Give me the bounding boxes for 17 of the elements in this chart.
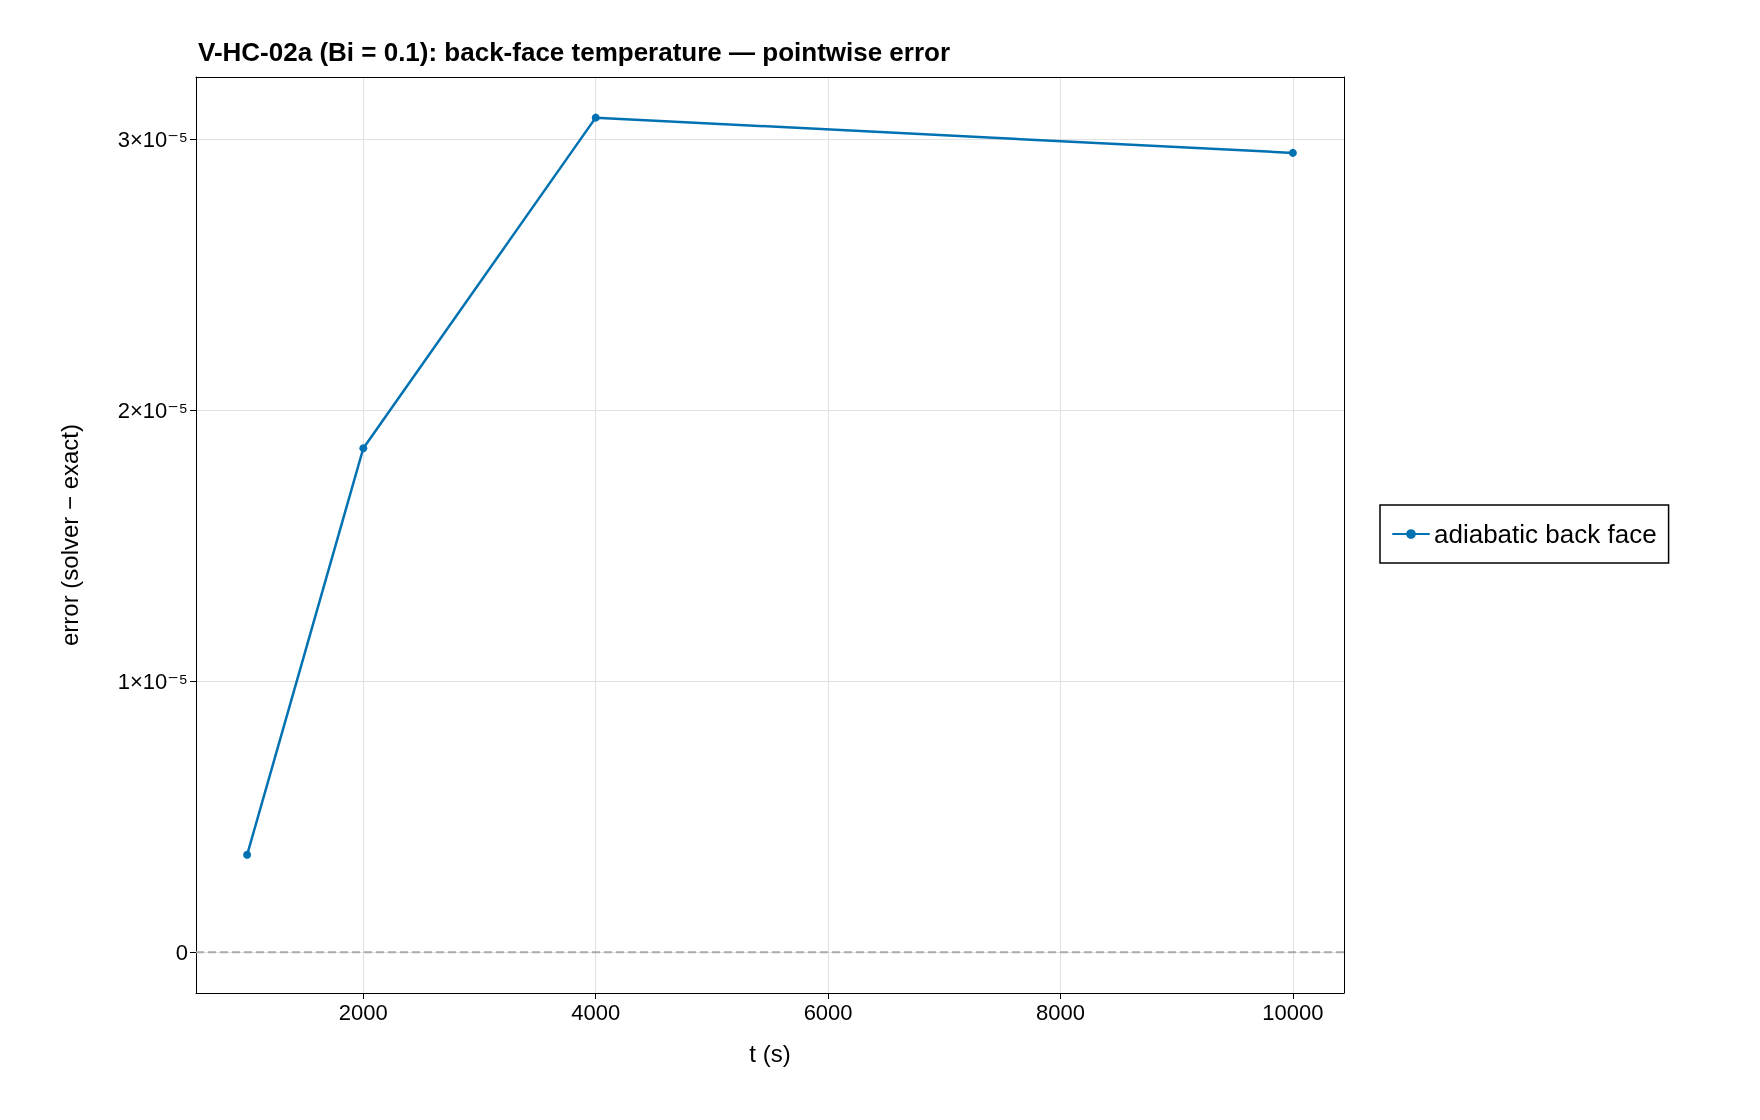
legend-label: adiabatic back face bbox=[1434, 519, 1657, 549]
x-axis-title: t (s) bbox=[749, 1039, 791, 1067]
x-tick-label: 8000 bbox=[1036, 999, 1085, 1025]
y-tick-label: 1×10⁻⁵ bbox=[117, 668, 188, 694]
point bbox=[243, 850, 252, 859]
chart-title: V-HC-02a (Bi = 0.1): back-face temperature — pointwise error bbox=[198, 37, 951, 67]
x-tick-label: 6000 bbox=[803, 999, 853, 1025]
point bbox=[359, 444, 368, 453]
x-tick-label: 10000 bbox=[1262, 999, 1324, 1025]
x-tick-label: 2000 bbox=[338, 999, 388, 1025]
point bbox=[591, 113, 600, 122]
y-tick-label: 0 bbox=[175, 939, 188, 965]
y-axis-title: error (solver − exact) bbox=[55, 423, 83, 647]
point bbox=[1288, 148, 1297, 157]
x-tick-label: 4000 bbox=[571, 999, 621, 1025]
y-tick-label: 2×10⁻⁵ bbox=[117, 397, 188, 423]
y-tick-label: 3×10⁻⁵ bbox=[117, 126, 188, 152]
